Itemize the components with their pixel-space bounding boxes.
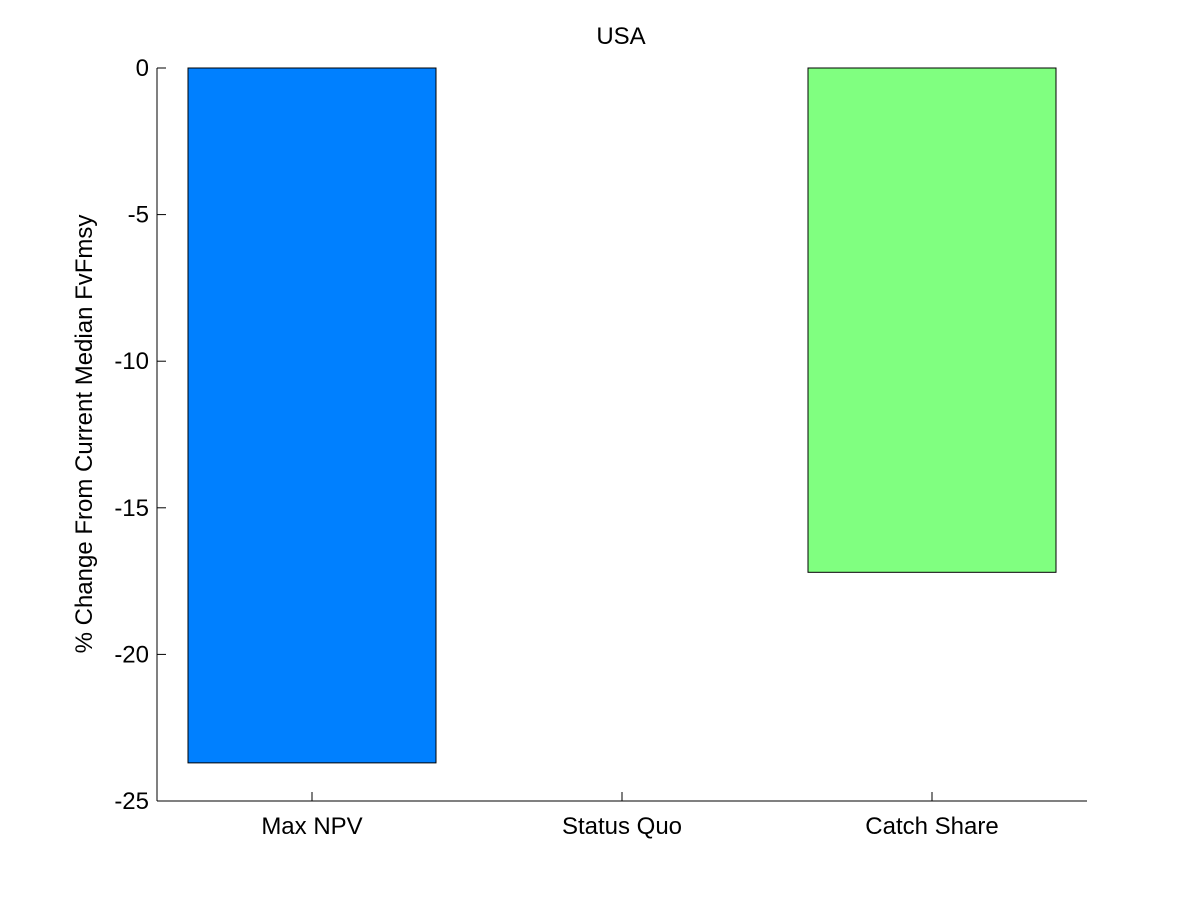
y-tick-label: -10 <box>114 348 149 375</box>
chart-title: USA <box>596 23 645 50</box>
y-tick-label: -15 <box>114 495 149 522</box>
bar-catch-share <box>807 67 1057 573</box>
x-category-label: Status Quo <box>562 813 682 840</box>
y-tick-label: -25 <box>114 788 149 815</box>
y-tick-label: -5 <box>128 202 149 229</box>
bars-group <box>187 67 1057 764</box>
y-tick-label: -20 <box>114 641 149 668</box>
bar-max-npv <box>187 67 437 764</box>
y-ticks-group: 0 -5 -10 -15 -20 -25 <box>114 55 166 815</box>
y-axis-label: % Change From Current Median FvFmsy <box>71 215 98 654</box>
y-tick-label: 0 <box>136 55 149 82</box>
x-ticks-group: Max NPV Status Quo Catch Share <box>261 792 999 840</box>
x-category-label: Catch Share <box>865 813 998 840</box>
x-category-label: Max NPV <box>261 813 362 840</box>
